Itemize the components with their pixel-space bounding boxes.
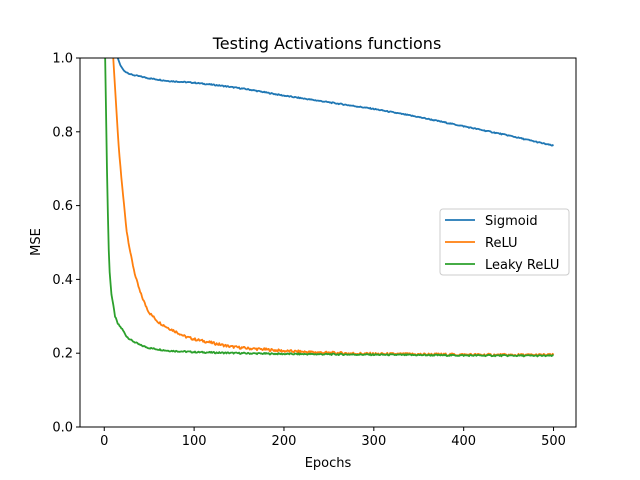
y-tick-label: 0.6 — [52, 199, 73, 214]
legend-label: Leaky ReLU — [485, 258, 559, 273]
legend-frame — [439, 208, 570, 276]
chart-title: Testing Activations functions — [212, 34, 442, 53]
x-tick-label: 500 — [541, 434, 566, 449]
x-axis-label: Epochs — [305, 456, 352, 471]
y-tick-label: 0.2 — [52, 347, 73, 362]
series-line-sigmoid — [116, 58, 555, 147]
x-axis: 0 100 200 300 400 500 — [100, 427, 566, 449]
series-layer — [104, 58, 555, 358]
x-tick-label: 400 — [451, 434, 476, 449]
legend-label: ReLU — [485, 236, 518, 251]
y-tick-label: 1.0 — [52, 52, 73, 67]
x-tick-label: 300 — [361, 434, 386, 449]
y-tick-label: 0.0 — [52, 421, 73, 436]
y-axis: 0.0 0.2 0.4 0.6 0.8 1.0 — [52, 52, 80, 436]
y-tick-label: 0.8 — [52, 125, 73, 140]
legend: Sigmoid ReLU Leaky ReLU — [439, 208, 570, 276]
y-tick-label: 0.4 — [52, 273, 73, 288]
y-axis-label: MSE — [29, 228, 44, 256]
x-tick-label: 0 — [100, 434, 108, 449]
plot-frame — [79, 57, 577, 428]
series-line-leaky-relu — [104, 58, 555, 358]
x-tick-label: 200 — [272, 434, 297, 449]
x-tick-label: 100 — [182, 434, 207, 449]
legend-label: Sigmoid — [485, 214, 538, 229]
